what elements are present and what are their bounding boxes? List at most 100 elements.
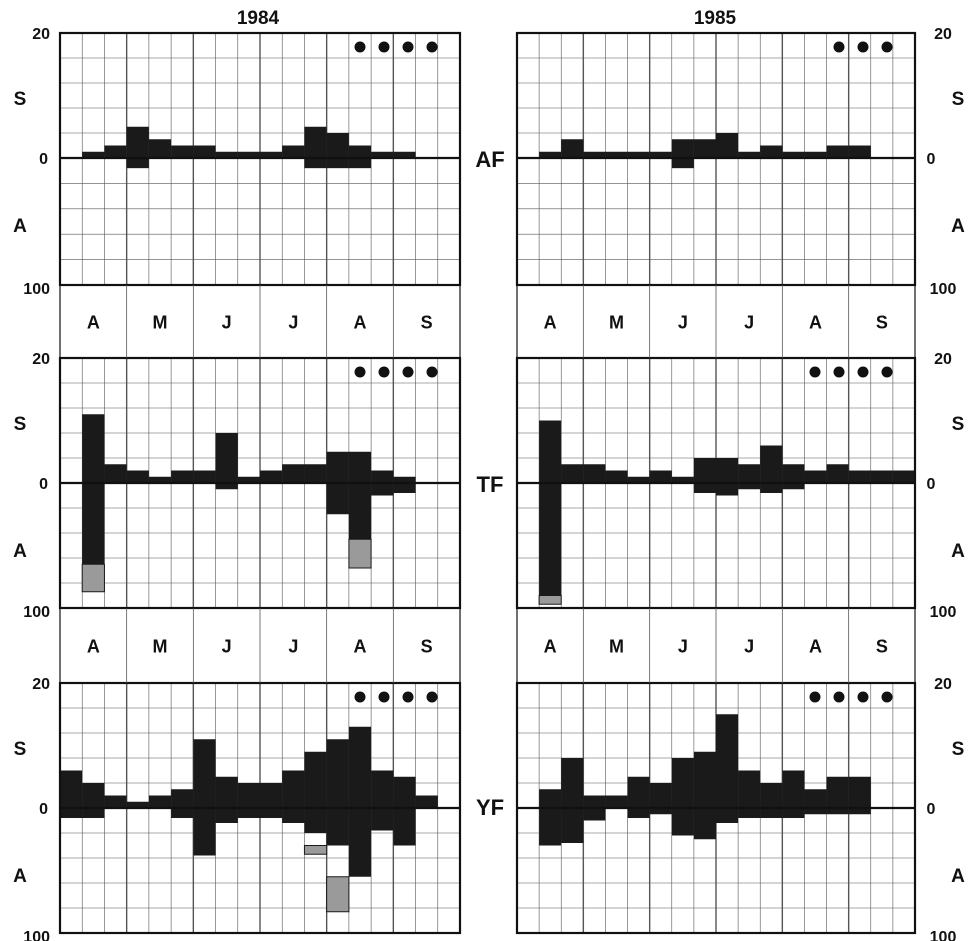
bar-s-week-6 — [649, 151, 672, 158]
panel-right-af: 20 0 100 S A — [515, 26, 965, 298]
bar-s-week-8 — [693, 751, 716, 808]
bar-a-week-10 — [738, 808, 761, 818]
axis-label-a: A — [13, 866, 27, 887]
bar-s-week-4 — [126, 801, 149, 808]
bar-s-week-11 — [304, 126, 327, 158]
month-label-3: J — [222, 637, 232, 657]
marker-dot — [881, 41, 893, 53]
bar-a-week-2 — [561, 808, 584, 843]
bar-s-week-9 — [716, 458, 739, 483]
y-tick-zero: 0 — [39, 151, 48, 168]
y-tick-top: 20 — [32, 676, 50, 693]
marker-dot — [354, 691, 366, 703]
bar-a-week-3 — [126, 158, 149, 169]
axis-label-a: A — [951, 541, 965, 562]
bar-s-week-12 — [326, 451, 349, 483]
bar-s-week-14 — [826, 145, 849, 158]
bar-s-week-6 — [171, 789, 194, 808]
bar-s-week-8 — [215, 776, 238, 808]
bar-a-week-15 — [371, 808, 394, 831]
bar-a-week-7 — [671, 808, 694, 836]
month-label-4: J — [288, 313, 298, 333]
panel-label-yf: YF — [476, 795, 504, 820]
panels-group: 20 0 100 S A 20 0 100 S A 20 0 100 S A 20 0 100 S A 20 0 100 S A… — [13, 26, 965, 941]
bar-s-week-14 — [826, 464, 849, 483]
bar-s-week-15 — [393, 476, 416, 483]
y-tick-bottom: 100 — [930, 929, 957, 941]
bar-a-week-8 — [693, 808, 716, 840]
bar-a-week-8 — [693, 483, 716, 493]
panel-right-yf: 20 0 100 S A — [515, 676, 965, 941]
bar-s-week-1 — [82, 151, 105, 158]
marker-dot — [354, 41, 366, 53]
bar-a-week-6 — [649, 808, 672, 815]
bar-s-week-4 — [605, 795, 628, 808]
bar-s-week-5 — [627, 476, 650, 483]
marker-dot — [426, 691, 438, 703]
bar-s-week-4 — [605, 470, 628, 483]
bar-a-week-15 — [393, 483, 416, 493]
bar-s-week-13 — [804, 151, 827, 158]
bar-s-week-5 — [171, 470, 194, 483]
month-label-6: S — [876, 313, 888, 333]
axis-label-a: A — [13, 216, 27, 237]
month-label-1: A — [544, 637, 557, 657]
month-label-6: S — [421, 313, 433, 333]
marker-dot — [378, 366, 390, 378]
bar-s-week-15 — [393, 151, 416, 158]
bar-s-week-9 — [260, 151, 283, 158]
y-tick-bottom: 100 — [930, 604, 957, 621]
bar-s-week-7 — [193, 739, 216, 808]
axis-label-s: S — [952, 739, 965, 760]
marker-dot — [378, 691, 390, 703]
bar-s-week-13 — [348, 451, 372, 483]
month-label-2: M — [609, 313, 624, 333]
y-tick-top: 20 — [32, 351, 50, 368]
y-tick-top: 20 — [934, 351, 952, 368]
bar-s-week-9 — [260, 470, 283, 483]
bar-s-week-2 — [104, 464, 127, 483]
bar-s-week-3 — [126, 126, 149, 158]
month-label-5: A — [354, 637, 367, 657]
month-label-6: S — [421, 637, 433, 657]
bar-s-week-7 — [671, 758, 694, 808]
bar-s-week-7 — [215, 433, 238, 483]
bar-s-week-12 — [782, 770, 805, 808]
bar-s-week-15 — [848, 145, 871, 158]
bar-a-week-11 — [282, 808, 305, 823]
bar-s-week-16 — [870, 470, 893, 483]
bar-a-week-14 — [371, 483, 394, 496]
bar-s-week-2 — [82, 783, 105, 808]
bar-s-week-13 — [348, 145, 372, 158]
bar-a-week-8 — [215, 808, 238, 823]
bar-s-week-11 — [760, 445, 783, 483]
marker-dot — [426, 366, 438, 378]
bar-a-shaded-1 — [81, 563, 105, 593]
panel-label-tf: TF — [477, 472, 504, 497]
year-1984-title: 1984 — [237, 8, 280, 29]
axis-label-s: S — [14, 739, 27, 760]
marker-dot — [881, 366, 893, 378]
bar-s-week-2 — [561, 464, 584, 483]
bar-s-week-10 — [738, 151, 761, 158]
panel-left-tf: 20 0 100 S A — [13, 351, 462, 621]
panel-label-af: AF — [475, 147, 504, 172]
y-tick-bottom: 100 — [23, 929, 50, 941]
bar-s-week-8 — [693, 139, 716, 158]
marker-dot — [809, 691, 821, 703]
panel-right-tf: 20 0 100 S A — [515, 351, 965, 621]
marker-dot — [833, 366, 845, 378]
bar-a-week-13 — [326, 808, 349, 846]
marker-dot — [857, 366, 869, 378]
bar-a-week-12 — [304, 808, 327, 833]
bar-a-week-7 — [671, 158, 694, 169]
bar-s-week-1 — [82, 414, 105, 483]
bar-s-week-13 — [804, 789, 827, 808]
bar-a-week-11 — [304, 158, 327, 169]
bar-s-week-1 — [539, 420, 562, 483]
bar-s-week-13 — [804, 470, 827, 483]
